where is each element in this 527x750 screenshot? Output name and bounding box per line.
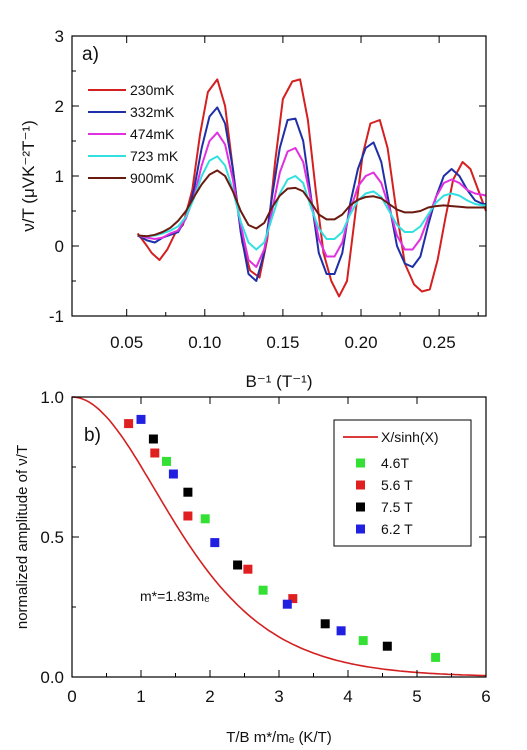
y-tick-label: 1 [55,167,64,186]
panel-a-legend: 230mK 332mK 474mK 723 mK 900mK [88,82,179,186]
x-tick-label: 0.15 [266,333,299,352]
x-tick-label: 2 [205,687,214,706]
data-point-4-6t [258,585,268,595]
y-tick-label: 3 [55,27,64,46]
x-tick-label: 1 [136,687,145,706]
y-tick-label: 1.0 [40,388,64,407]
data-point-6-2-t [168,469,178,479]
data-point-4-6t [431,652,441,662]
y-tick-label: 0.0 [40,668,64,687]
data-point-5-6-t [288,594,298,604]
y-tick-label: 0 [55,237,64,256]
data-point-5-6-t [150,448,160,458]
data-point-6-2-t [136,414,146,424]
panel-b-label: b) [84,425,101,446]
data-point-5-6-t [183,511,193,521]
panel-a: 0.05 0.10 0.15 0.20 0.25 -1 0 1 2 3 a) 230mK 332mK… [19,27,487,391]
panel-a-ylabel: ν/T (μVK⁻²T⁻¹) [19,120,38,231]
legend-label-7-5-t: 7.5 T [381,499,413,515]
data-point-4-6t [162,456,171,466]
legend-swatch-5-6-t [356,480,365,490]
data-point-7-5-t [320,619,330,629]
x-tick-label: 6 [481,687,490,706]
panel-a-ticks: 0.05 0.10 0.15 0.20 0.25 -1 0 1 2 3 [49,27,486,352]
x-tick-label: 0 [67,687,76,706]
panel-b-xlabel: T/B m*/mₑ (K/T) [226,729,332,746]
panel-b-ylabel: normalized amplitude of ν/T [14,445,31,629]
data-point-4-6t [358,636,368,646]
x-tick-label: 0.05 [110,333,143,352]
series-line-332mk [137,106,486,282]
legend-label-4-6t: 4.6T [381,455,409,471]
data-point-4-6t [200,514,210,524]
legend-label-900mk: 900mK [130,170,175,186]
legend-label-230mk: 230mK [130,82,175,98]
data-point-7-5-t [148,434,158,444]
data-point-7-5-t [233,560,243,570]
series-line-900mk [137,169,486,238]
legend-label-474mk: 474mK [130,126,175,142]
data-point-7-5-t [382,641,392,651]
x-tick-label: 4 [343,687,352,706]
data-point-6-2-t [210,538,220,548]
y-tick-label: -1 [49,307,64,326]
panel-b: 0 1 2 3 4 5 6 0.0 0.5 1.0 b) m*=1.83mₑ X/sinh(X) 4… [14,388,491,746]
panel-a-xlabel: B⁻¹ (T⁻¹) [245,372,312,391]
data-point-6-2-t [282,599,292,609]
y-tick-label: 2 [55,97,64,116]
panel-b-ticks: 0 1 2 3 4 5 6 0.0 0.5 1.0 [40,388,490,706]
data-point-5-6-t [124,419,134,429]
series-line-230mk [136,78,487,298]
panel-a-series-group [136,78,487,298]
series-line-723-mk [137,155,486,251]
panel-b-points [124,414,441,662]
panel-b-annotation: m*=1.83mₑ [140,588,209,604]
x-tick-label: 0.20 [344,333,377,352]
legend-swatch-4-6t [356,458,365,468]
data-point-5-6-t [243,564,253,574]
panel-b-legend: X/sinh(X) 4.6T 5.6 T 7.5 T 6.2 T [333,419,472,547]
x-tick-label: 5 [412,687,421,706]
x-tick-label: 0.10 [188,333,221,352]
legend-label-5-6-t: 5.6 T [381,477,413,493]
legend-swatch-6-2-t [356,524,365,534]
legend-swatch-7-5-t [356,502,365,512]
x-tick-label: 0.25 [423,333,456,352]
data-point-7-5-t [183,487,193,497]
legend-label-fit: X/sinh(X) [381,429,439,445]
legend-label-6-2-t: 6.2 T [381,521,413,537]
y-tick-label: 0.5 [40,528,64,547]
panel-a-label: a) [82,44,99,65]
data-point-6-2-t [336,626,346,636]
x-tick-label: 3 [274,687,283,706]
legend-label-332mk: 332mK [130,104,175,120]
legend-label-723-mk: 723 mK [130,148,179,164]
